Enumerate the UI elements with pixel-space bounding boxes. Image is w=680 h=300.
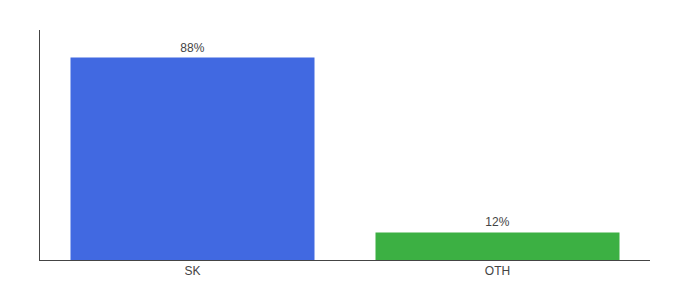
svg-text:OTH: OTH — [485, 264, 510, 278]
svg-text:12%: 12% — [485, 215, 509, 229]
svg-text:SK: SK — [184, 264, 200, 278]
svg-text:88%: 88% — [180, 41, 204, 55]
